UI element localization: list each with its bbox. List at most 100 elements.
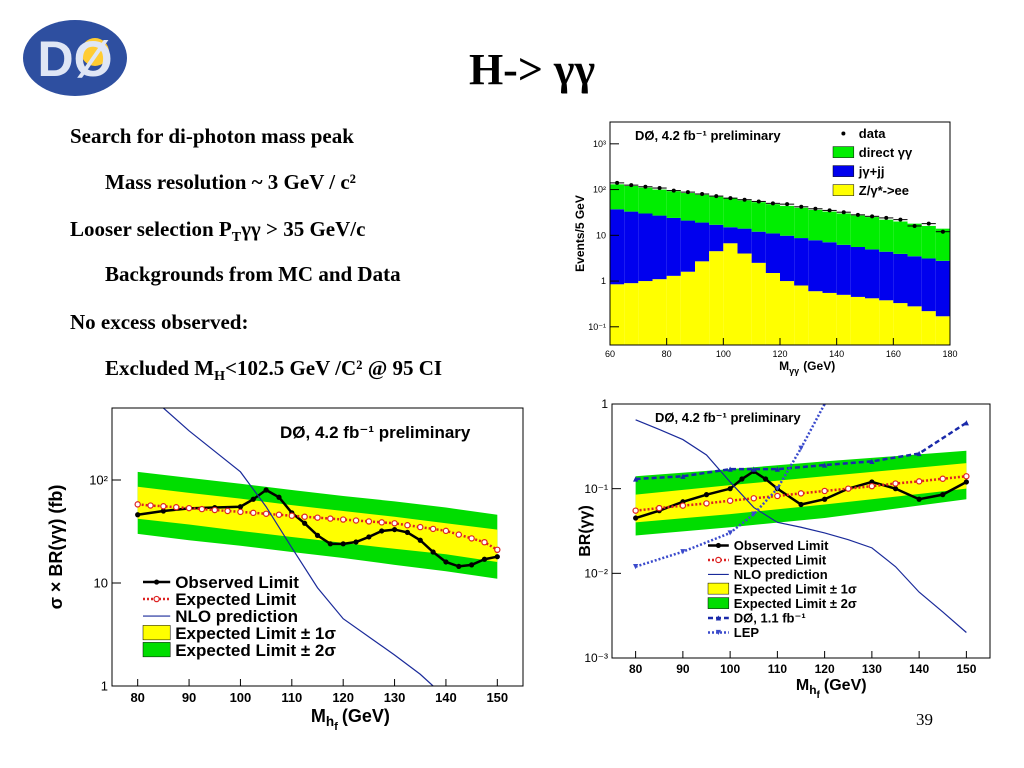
- marker: [870, 214, 875, 219]
- bar: [935, 228, 950, 261]
- marker: [841, 210, 846, 215]
- x-tick-label: 80: [629, 662, 643, 676]
- bar: [610, 284, 625, 345]
- x-axis-label-part: γγ: [789, 366, 799, 376]
- y-tick-label: 10⁻²: [584, 567, 608, 581]
- marker: [629, 183, 634, 188]
- bar: [680, 193, 695, 221]
- marker: [262, 510, 270, 517]
- bullet: Mass resolution ~ 3 GeV / c²: [105, 170, 356, 194]
- marker: [494, 554, 500, 560]
- legend-swatch: [142, 642, 171, 658]
- marker: [715, 629, 721, 636]
- bar: [808, 291, 823, 345]
- marker: [237, 504, 244, 510]
- marker: [633, 515, 639, 521]
- bullet: Backgrounds from MC and Data: [105, 262, 401, 286]
- annotation: DØ, 4.2 fb⁻¹ preliminary: [280, 423, 471, 442]
- x-tick-label: 60: [605, 349, 615, 359]
- marker: [884, 215, 889, 220]
- y-axis-label: Events/5 GeV: [573, 195, 587, 272]
- bar: [794, 285, 809, 345]
- page-number: 39: [916, 710, 933, 729]
- logo: DØ: [23, 20, 127, 96]
- bar: [879, 251, 894, 301]
- bar: [822, 211, 837, 243]
- x-tick-label: 120: [332, 690, 354, 705]
- bar: [709, 251, 724, 345]
- marker: [939, 475, 946, 482]
- bar: [610, 184, 625, 210]
- y-axis-label: BR(γγ): [577, 505, 594, 557]
- legend-swatch: [832, 165, 855, 177]
- legend-label: Expected Limit ± 1σ: [734, 582, 857, 597]
- marker: [728, 196, 733, 201]
- bar: [624, 283, 639, 345]
- x-tick-label: 130: [862, 662, 882, 676]
- bar: [865, 217, 880, 250]
- marker: [703, 492, 710, 498]
- bar: [935, 316, 950, 345]
- legend-label: jγ+jj: [858, 164, 885, 179]
- marker: [481, 556, 488, 562]
- marker: [751, 466, 757, 472]
- bar: [780, 205, 795, 236]
- bar: [652, 279, 667, 345]
- x-tick-label: 160: [886, 349, 901, 359]
- marker: [915, 478, 923, 485]
- marker: [703, 500, 710, 507]
- bar: [850, 247, 865, 297]
- marker: [378, 519, 385, 526]
- marker: [632, 507, 639, 514]
- bar: [794, 207, 809, 239]
- marker: [940, 492, 946, 498]
- bullet-text: γγ > 35 GeV/c: [240, 217, 365, 241]
- marker: [916, 496, 922, 502]
- marker: [892, 486, 899, 492]
- x-tick-label: 150: [956, 662, 976, 676]
- bar: [737, 253, 752, 345]
- bar: [751, 202, 766, 232]
- marker: [845, 485, 852, 492]
- marker: [823, 404, 826, 407]
- annotation: DØ, 4.2 fb⁻¹ preliminary: [655, 410, 801, 425]
- marker: [912, 223, 917, 228]
- marker: [827, 208, 832, 213]
- bullet-text: Excluded M: [105, 356, 214, 380]
- bar: [836, 294, 851, 345]
- marker: [353, 539, 359, 545]
- marker: [469, 562, 475, 568]
- x-tick-label: 110: [768, 662, 788, 676]
- legend-label: NLO prediction: [175, 607, 298, 626]
- x-axis-label-part: h: [326, 714, 334, 729]
- marker: [633, 564, 639, 570]
- bar: [765, 272, 780, 345]
- legend-label: DØ, 1.1 fb⁻¹: [734, 611, 806, 626]
- legend-label: Expected Limit ± 1σ: [175, 624, 336, 643]
- bar: [652, 215, 667, 280]
- x-axis-label-part: M: [779, 359, 789, 373]
- marker: [288, 512, 296, 519]
- marker: [275, 511, 283, 518]
- line: [162, 408, 434, 686]
- legend-swatch: [707, 597, 730, 609]
- marker: [430, 549, 436, 555]
- bullet-text: H: [214, 369, 225, 384]
- marker: [798, 501, 804, 508]
- bar: [709, 224, 724, 252]
- marker: [700, 192, 705, 197]
- marker: [742, 197, 747, 202]
- marker: [798, 445, 804, 451]
- marker: [821, 487, 828, 495]
- x-axis-label-part: h: [809, 683, 816, 697]
- legend-swatch: [832, 184, 855, 196]
- marker: [633, 476, 639, 482]
- x-tick-label: 90: [182, 690, 196, 705]
- marker: [727, 486, 733, 492]
- plot: [610, 180, 950, 345]
- bar: [666, 191, 681, 218]
- marker: [154, 579, 160, 585]
- marker: [756, 199, 761, 204]
- x-tick-label: 100: [720, 662, 740, 676]
